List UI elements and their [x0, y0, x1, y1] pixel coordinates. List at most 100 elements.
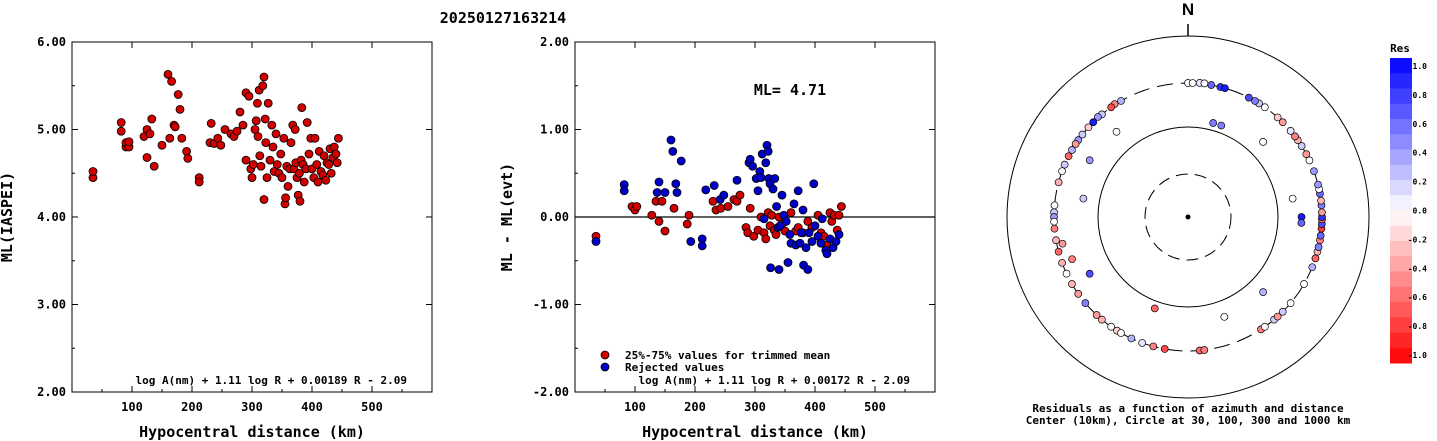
data-point [142, 153, 152, 162]
colorbar-tick-label: 0.0 [1413, 207, 1428, 216]
data-point [652, 188, 662, 197]
data-point [793, 186, 803, 196]
panel2-ml-annotation: ML= 4.71 [754, 81, 826, 99]
data-point [759, 214, 769, 224]
data-point [774, 265, 784, 274]
panel2-legend-blue-marker [600, 362, 610, 372]
data-point [803, 216, 813, 226]
data-point [701, 185, 711, 195]
polar-caption-line-2: Center (10km), Circle at 30, 100, 300 an… [1026, 414, 1351, 427]
polar-point [1221, 84, 1229, 93]
residual-colorbar: Res 1.0 0.8 0.6 0.4 0.2 0.0 -0.2 -0.4 -0.6 -0.8 -1… [1390, 42, 1427, 364]
x-tick-label: 200 [181, 400, 203, 414]
polar-point [1050, 201, 1059, 210]
data-point [647, 210, 657, 220]
data-point [804, 228, 814, 238]
colorbar-band [1390, 195, 1412, 211]
data-point [145, 129, 155, 139]
polar-point [1273, 113, 1282, 122]
panel2-ylabel: ML - ML(evt) [498, 163, 516, 271]
data-point [88, 167, 98, 176]
data-point [834, 210, 844, 220]
data-point [244, 91, 254, 101]
data-point [260, 114, 270, 124]
polar-point [1244, 93, 1253, 102]
data-point [766, 263, 775, 273]
data-point [313, 177, 323, 187]
polar-point [1288, 194, 1297, 203]
polar-point [1068, 280, 1076, 288]
y-tick-label: 4.00 [37, 210, 66, 224]
polar-point [1259, 138, 1267, 146]
data-point [668, 146, 678, 156]
panel1-xlabel: Hypocentral distance (km) [139, 423, 365, 441]
polar-point [1050, 224, 1059, 233]
polar-point [1078, 130, 1087, 139]
polar-point [1209, 119, 1218, 127]
data-point [321, 175, 331, 185]
polar-point [1107, 322, 1115, 331]
colorbar-tick-label: -0.6 [1408, 293, 1427, 302]
data-point [220, 125, 230, 134]
data-point [660, 188, 670, 197]
data-point [767, 210, 777, 220]
polar-caption-line-1: Residuals as a function of azimuth and d… [1032, 402, 1344, 415]
data-point [768, 184, 778, 194]
data-point [333, 133, 343, 143]
polar-point [1150, 304, 1159, 313]
data-point [654, 177, 664, 187]
data-point [157, 140, 167, 150]
data-point [684, 210, 694, 220]
polar-point [1314, 243, 1323, 251]
polar-point [1085, 269, 1094, 278]
polar-point [1098, 315, 1106, 324]
data-point [175, 104, 185, 114]
colorbar-band [1390, 241, 1412, 257]
colorbar-tick-label: 0.2 [1413, 178, 1428, 187]
data-point [286, 138, 296, 148]
colorbar-band [1390, 225, 1412, 242]
ring-30km [1144, 173, 1232, 261]
data-point [822, 249, 832, 259]
data-point [770, 174, 780, 183]
data-point [786, 208, 796, 218]
polar-point [1074, 290, 1083, 298]
colorbar-title: Res [1390, 42, 1410, 55]
polar-point [1278, 118, 1287, 127]
data-point [299, 177, 309, 187]
polar-point [1311, 254, 1320, 263]
data-point [276, 149, 286, 159]
data-point [761, 234, 771, 244]
panel2-legend-red-label: 25%-75% values for trimmed mean [625, 349, 830, 362]
data-point [591, 237, 601, 246]
colorbar-band [1390, 73, 1412, 89]
polar-point [1149, 342, 1158, 351]
data-point [272, 160, 282, 169]
data-point [745, 203, 755, 213]
data-point [248, 160, 258, 169]
data-point [331, 149, 341, 159]
y-tick-label: 1.00 [540, 123, 569, 137]
polar-point [1251, 97, 1259, 105]
colorbar-band [1390, 256, 1412, 272]
colorbar-ticks: 1.0 0.8 0.6 0.4 0.2 0.0 -0.2 -0.4 -0.6 -0.8 -1.0 [1408, 62, 1427, 360]
data-point [781, 216, 791, 226]
polar-point [1286, 299, 1295, 307]
data-point [324, 160, 334, 169]
data-point [255, 151, 265, 161]
data-point [686, 237, 696, 246]
x-tick-label: 400 [301, 400, 323, 414]
data-point [147, 114, 157, 124]
x-tick-label: 100 [121, 400, 143, 414]
colorbar-band [1390, 210, 1412, 227]
colorbar-band [1390, 286, 1412, 303]
data-point [297, 103, 307, 113]
data-point [251, 116, 261, 126]
polar-point [1217, 121, 1226, 130]
colorbar-band [1390, 88, 1412, 105]
data-point [252, 98, 262, 108]
data-point [261, 138, 271, 148]
panel1-ticks: 100 200 300 400 500 2.00 3.00 4.00 5.00 6.00 [37, 35, 432, 414]
colorbar-tick-label: 0.8 [1413, 91, 1428, 100]
